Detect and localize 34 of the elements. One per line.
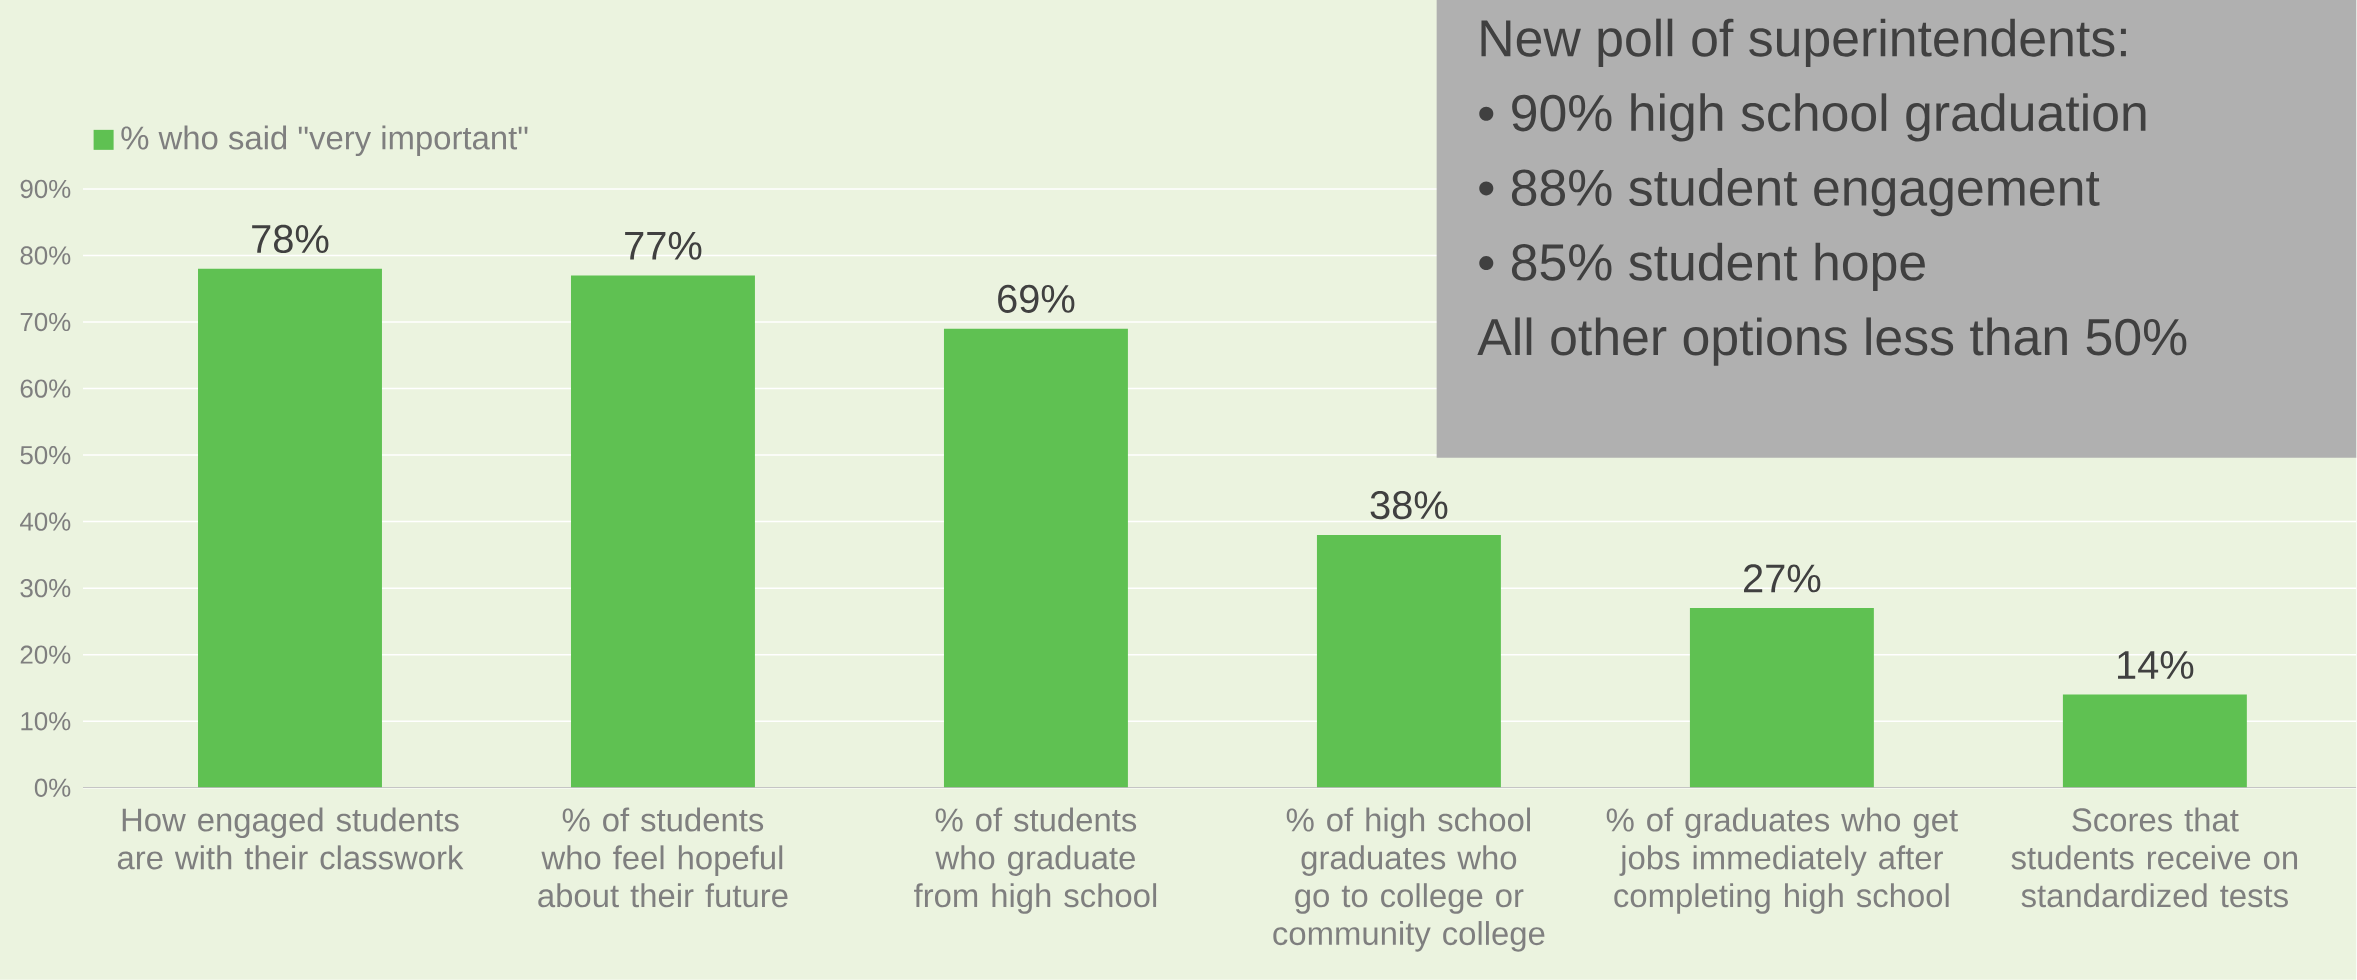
x-tick-label: % of graduates who get jobs immediately after completing high school (1606, 807, 1958, 914)
bar (1316, 535, 1501, 788)
data-label: 69% (998, 284, 1075, 314)
x-tick-label: % of high school graduates who go to college or community college (1273, 807, 1545, 952)
y-tick-label: 80% (20, 246, 71, 265)
y-tick-label: 20% (20, 645, 71, 665)
data-label: 38% (1370, 491, 1448, 520)
legend-label: % who said "very important" (121, 125, 528, 157)
annotation: All other options less than 50% (1477, 317, 2187, 366)
text: New poll of superintendents: (1481, 18, 2126, 68)
data-label: 77% (625, 231, 702, 260)
y-tick-label: 50% (20, 446, 71, 465)
x-tick-label: % of students who feel hopeful about their future (538, 807, 788, 908)
y-tick-label: 10% (21, 712, 71, 731)
y-tick-label: 60% (20, 379, 71, 398)
y-tick-label: 40% (20, 512, 71, 531)
annotation: • 85% student hope (1479, 242, 1925, 292)
bar (943, 328, 1128, 788)
y-tick-label: 70% (20, 313, 71, 332)
x-tick-label: How engaged students are with their classwork (117, 807, 464, 870)
y-tick-label: 90% (20, 179, 71, 199)
x-tick-label: % of students who graduate from high school (914, 807, 1157, 914)
bar (1689, 608, 1874, 788)
text: • 90% high school graduation (1479, 93, 2146, 142)
y-tick-label: 0% (34, 778, 71, 798)
bar (2062, 694, 2247, 788)
x-tick-label: Scores that students receive on standardized tests (2011, 807, 2298, 908)
annotation: • 88% student engagement (1479, 168, 2100, 217)
bar (198, 268, 382, 788)
data-label: 27% (1744, 564, 1821, 593)
y-tick-label: 30% (20, 579, 71, 598)
data-label: 78% (252, 225, 329, 254)
data-label: 14% (2118, 651, 2194, 679)
bar (570, 275, 755, 788)
